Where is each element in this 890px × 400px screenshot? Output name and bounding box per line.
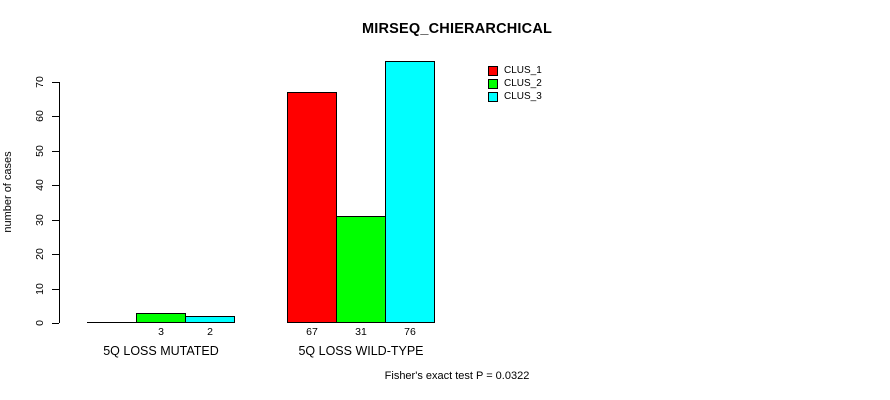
y-tick-mark-60 xyxy=(52,116,59,117)
category-label-group1: 5Q LOSS MUTATED xyxy=(103,344,219,358)
y-tick-label-0: 0 xyxy=(34,320,46,326)
annotation-text: Fisher's exact test P = 0.0322 xyxy=(384,370,530,382)
y-tick-mark-10 xyxy=(52,289,59,290)
legend-label-clus_3: CLUS_3 xyxy=(504,91,542,102)
bar-clus_3-group2 xyxy=(385,61,435,323)
y-tick-mark-20 xyxy=(52,254,59,255)
y-tick-mark-40 xyxy=(52,185,59,186)
y-tick-mark-70 xyxy=(52,82,59,83)
bar-value-clus_3-group2: 76 xyxy=(404,326,416,338)
y-tick-label-70: 70 xyxy=(34,76,46,88)
bar-value-clus_3-group1: 2 xyxy=(207,326,213,338)
y-tick-label-10: 10 xyxy=(34,283,46,295)
bar-clus_1-group1 xyxy=(87,322,137,323)
y-axis-line xyxy=(59,82,60,323)
legend-label-clus_2: CLUS_2 xyxy=(504,78,542,89)
y-tick-label-20: 20 xyxy=(34,248,46,260)
y-tick-mark-50 xyxy=(52,151,59,152)
chart-title: MIRSEQ_CHIERARCHICAL xyxy=(361,21,553,37)
legend-swatch-clus_2 xyxy=(488,79,498,89)
bar-clus_3-group1 xyxy=(185,316,235,323)
bar-value-clus_2-group2: 31 xyxy=(355,326,367,338)
y-tick-label-50: 50 xyxy=(34,145,46,157)
bar-clus_2-group1 xyxy=(136,313,186,323)
legend-label-clus_1: CLUS_1 xyxy=(504,65,542,76)
y-tick-label-40: 40 xyxy=(34,179,46,191)
category-label-group2: 5Q LOSS WILD-TYPE xyxy=(298,344,424,358)
legend-swatch-clus_3 xyxy=(488,92,498,102)
y-tick-mark-0 xyxy=(52,323,59,324)
y-tick-label-30: 30 xyxy=(34,214,46,226)
bar-clus_2-group2 xyxy=(336,216,386,323)
y-tick-mark-30 xyxy=(52,220,59,221)
y-axis-label: number of cases xyxy=(2,151,14,233)
bar-value-clus_2-group1: 3 xyxy=(158,326,164,338)
y-tick-label-60: 60 xyxy=(34,110,46,122)
legend-swatch-clus_1 xyxy=(488,66,498,76)
bar-value-clus_1-group2: 67 xyxy=(306,326,318,338)
bar-clus_1-group2 xyxy=(287,92,337,323)
